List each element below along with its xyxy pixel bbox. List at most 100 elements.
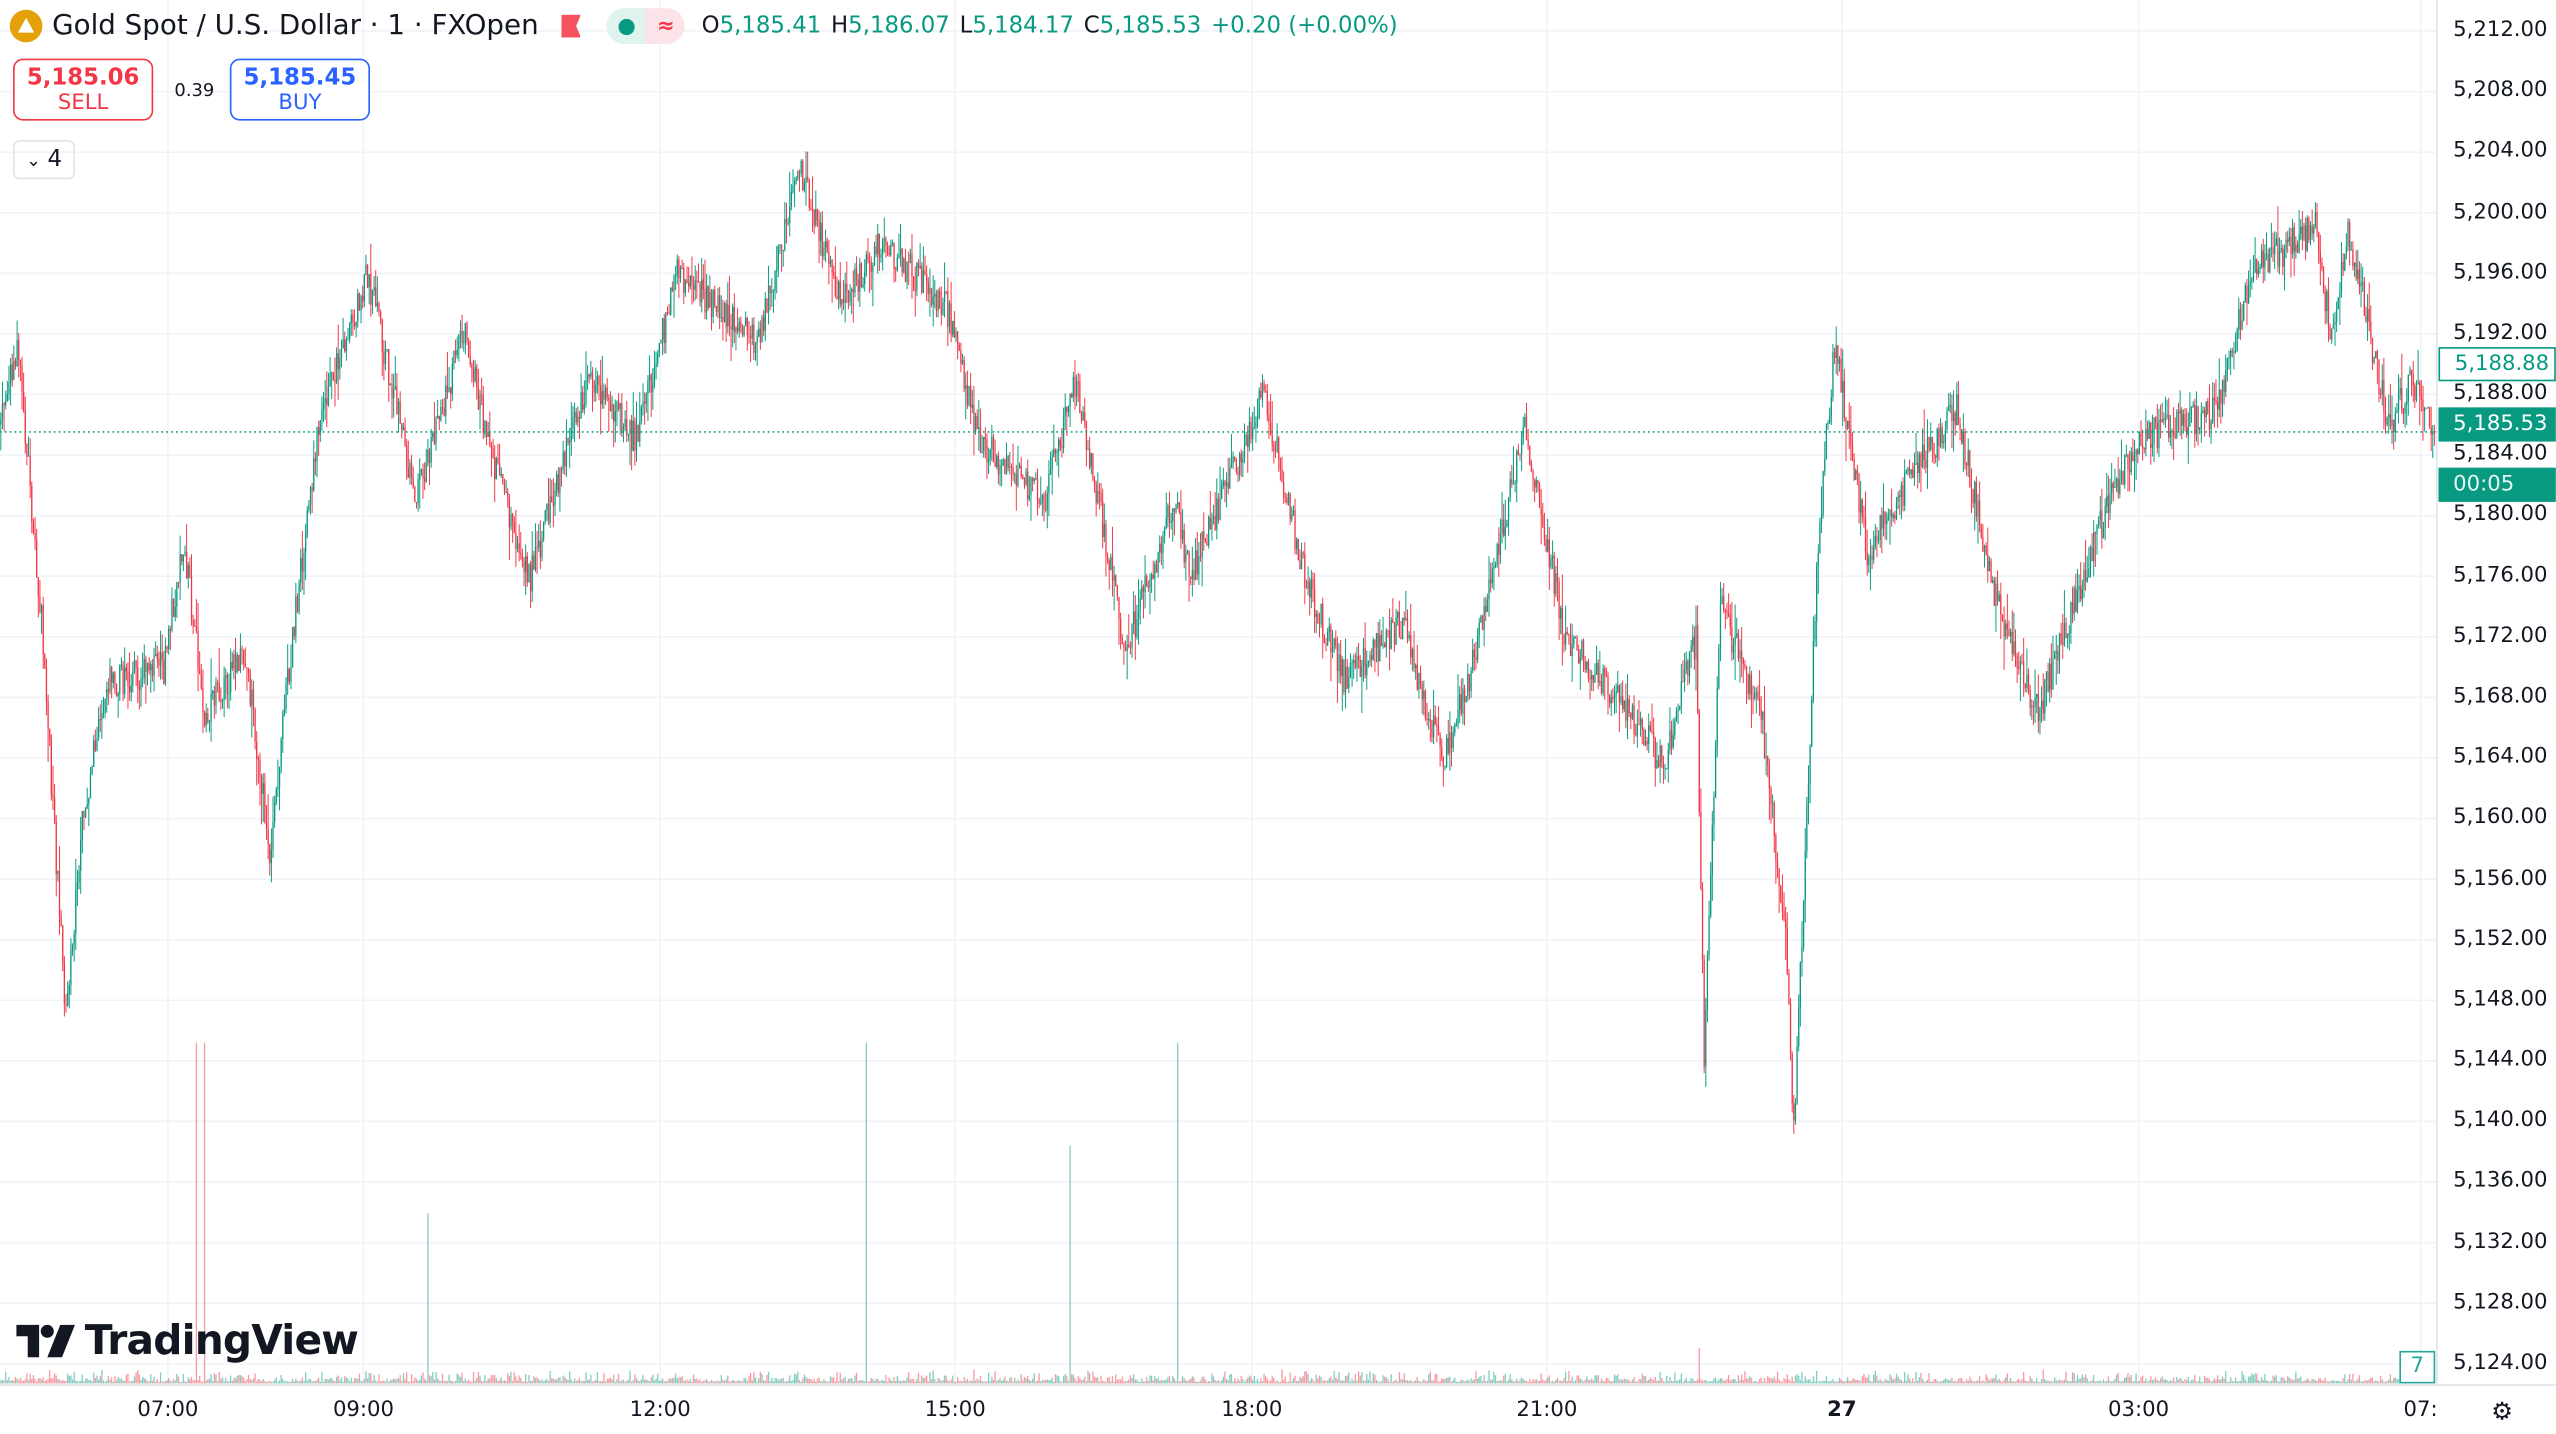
volume-bar: [1139, 1381, 1141, 1384]
candle: [1615, 683, 1617, 714]
candle: [735, 326, 737, 351]
volume-bar: [1493, 1372, 1495, 1384]
volume-bar: [125, 1374, 127, 1384]
sell-button[interactable]: 5,185.06 SELL: [13, 58, 154, 121]
candle: [1641, 717, 1643, 745]
volume-bar: [254, 1373, 256, 1384]
candle: [1648, 713, 1650, 753]
volume-bar: [244, 1381, 246, 1384]
volume-bar: [1688, 1381, 1691, 1384]
candle: [247, 667, 250, 682]
candle: [1992, 576, 1994, 584]
volume-bar: [1838, 1377, 1841, 1384]
candle: [800, 159, 802, 178]
volume-bar: [1672, 1381, 1674, 1384]
volume-bar: [868, 1381, 871, 1384]
candle: [2107, 475, 2110, 529]
candle: [2176, 409, 2178, 440]
candle: [495, 456, 497, 480]
candle: [2202, 406, 2204, 414]
candle: [1421, 680, 1423, 714]
volume-bar: [2089, 1381, 2092, 1384]
volume-bar: [1043, 1379, 1045, 1384]
volume-bar: [841, 1379, 843, 1384]
volume-bar: [1618, 1379, 1621, 1384]
volume-bar: [697, 1380, 700, 1384]
candle: [106, 681, 108, 713]
indicators-toggle-button[interactable]: ⌄ 4: [13, 140, 75, 180]
volume-bar: [981, 1380, 983, 1384]
volume-bar: [2158, 1380, 2160, 1384]
volume-bar: [2153, 1379, 2155, 1384]
volume-bar: [1612, 1381, 1614, 1384]
buy-button[interactable]: 5,185.45 BUY: [229, 58, 371, 121]
volume-bar: [1167, 1377, 1169, 1384]
candle: [381, 318, 383, 377]
candle: [976, 409, 978, 430]
candle: [865, 250, 867, 277]
flag-icon[interactable]: [561, 14, 582, 38]
candle: [1442, 756, 1445, 787]
volume-bar: [2397, 1379, 2400, 1384]
volume-bar: [2326, 1381, 2328, 1384]
volume-bar: [314, 1381, 317, 1384]
candle: [461, 314, 463, 349]
low-label: L: [959, 13, 973, 40]
volume-bar: [1556, 1377, 1559, 1384]
candle: [497, 443, 499, 465]
candle: [1923, 409, 1925, 470]
candle: [2342, 253, 2344, 277]
volume-bar: [352, 1381, 354, 1384]
candle: [1309, 577, 1311, 616]
volume-bar: [2016, 1379, 2018, 1384]
candle: [653, 350, 656, 389]
volume-bar: [1309, 1381, 1311, 1384]
candle: [1741, 627, 1743, 678]
candle: [1757, 685, 1759, 701]
candle: [1525, 402, 1528, 441]
candle: [197, 603, 199, 692]
volume-bar: [368, 1373, 370, 1384]
candle: [2316, 203, 2318, 238]
candle: [363, 273, 365, 308]
candle: [164, 637, 167, 686]
volume-bar: [1581, 1379, 1583, 1384]
candle: [1876, 527, 1878, 558]
candle: [1680, 663, 1682, 715]
volume-bar: [490, 1374, 493, 1384]
symbol-title[interactable]: Gold Spot / U.S. Dollar · 1 · FXOpen: [52, 9, 539, 43]
candle: [233, 649, 235, 680]
tradingview-logo[interactable]: TradingView: [16, 1317, 359, 1364]
candle: [489, 411, 491, 448]
candle: [1172, 507, 1174, 542]
candle: [13, 345, 15, 381]
candle: [120, 657, 123, 671]
volume-bar: [2243, 1374, 2245, 1384]
candle: [1824, 441, 1826, 477]
volume-bar: [1162, 1380, 1164, 1384]
candle: [498, 443, 501, 476]
volume-bar: [492, 1375, 494, 1384]
candle: [1974, 480, 1976, 531]
candle: [1401, 617, 1404, 640]
volume-bar: [267, 1381, 269, 1384]
settings-gear-icon[interactable]: ⚙: [2491, 1396, 2514, 1426]
candle: [482, 385, 484, 439]
volume-bar: [1450, 1381, 1453, 1384]
status-pill[interactable]: ● ≈: [607, 8, 686, 44]
candle: [1830, 389, 1832, 426]
candle: [2109, 478, 2111, 521]
volume-bar: [710, 1380, 713, 1384]
candle: [732, 303, 734, 348]
volume-bar: [2256, 1373, 2258, 1384]
candle: [1967, 438, 1969, 478]
volume-bar: [1687, 1381, 1689, 1384]
candle: [2060, 622, 2062, 646]
candle: [1361, 660, 1363, 713]
volume-bar: [40, 1379, 43, 1384]
volume-bar: [1696, 1379, 1699, 1384]
candle: [2114, 468, 2116, 489]
volume-bar: [1214, 1380, 1216, 1384]
volume-bar: [1553, 1381, 1555, 1384]
